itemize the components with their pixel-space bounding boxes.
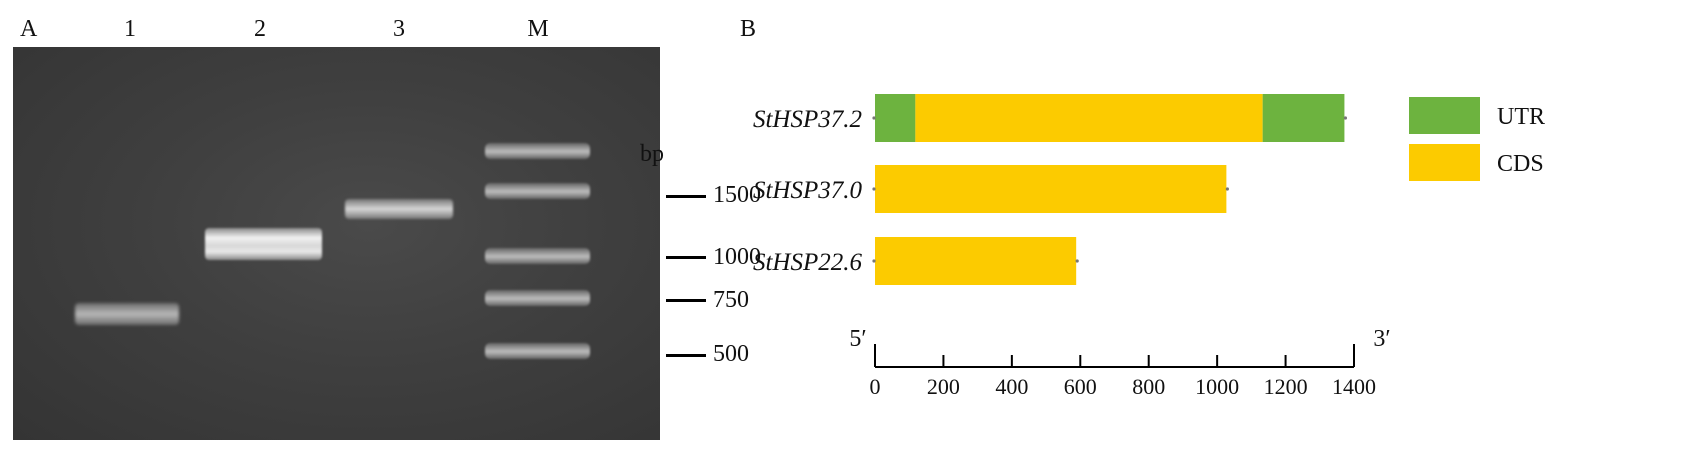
marker-band-1000 [485, 248, 590, 264]
marker-band-top [485, 143, 590, 159]
row-end-dot [1075, 259, 1079, 263]
marker-size-1000: 1000 [713, 244, 761, 270]
three-prime-label: 3′ [1373, 326, 1390, 352]
row-end-dot [1343, 116, 1348, 120]
marker-tick-750 [666, 299, 706, 302]
five-prime-label: 5′ [849, 326, 866, 352]
marker-band-1500 [485, 183, 590, 199]
lane-label-2: 2 [254, 16, 266, 42]
band-lane-2 [205, 228, 322, 260]
legend-swatch-utr [1409, 97, 1480, 134]
legend-label-cds: CDS [1497, 151, 1544, 177]
x-tick-label-400: 400 [995, 374, 1028, 399]
gene-label-sthsp37-0: StHSP37.0 [753, 177, 863, 204]
segment-cds-1-2 [915, 94, 1263, 142]
band-lane-3 [345, 199, 453, 219]
band-lane-1 [75, 303, 179, 325]
marker-tick-1000 [666, 256, 706, 259]
marker-band-500 [485, 343, 590, 359]
bp-unit-label: bp [640, 141, 664, 167]
segment-cds-2-1 [875, 165, 1227, 213]
x-tick-label-200: 200 [927, 374, 960, 399]
marker-band-750 [485, 290, 590, 306]
gene-label-sthsp22-6: StHSP22.6 [753, 249, 863, 276]
segment-utr-1-3 [1262, 94, 1345, 142]
legend-label-utr: UTR [1497, 104, 1545, 130]
gene-label-sthsp37-2: StHSP37.2 [753, 106, 862, 133]
row-start-dot [872, 259, 876, 263]
legend-swatch-cds [1409, 144, 1480, 181]
marker-tick-1500 [666, 195, 706, 198]
x-tick-label-1200: 1200 [1264, 374, 1308, 399]
segment-cds-3-1 [875, 237, 1077, 285]
x-tick-label-800: 800 [1132, 374, 1165, 399]
lane-label-1: 1 [124, 16, 136, 42]
lane-label-3: 3 [393, 16, 405, 42]
panel-a-label: A [20, 16, 38, 42]
row-end-dot [1225, 187, 1229, 191]
x-tick-label-0: 0 [870, 374, 881, 399]
row-start-dot [872, 187, 876, 191]
x-tick-label-1000: 1000 [1195, 374, 1239, 399]
x-tick-label-600: 600 [1064, 374, 1097, 399]
x-tick-label-1400: 1400 [1332, 374, 1376, 399]
row-start-dot [872, 116, 876, 120]
panel-b-label: B [740, 16, 757, 42]
marker-size-1500: 1500 [713, 182, 761, 208]
marker-size-750: 750 [713, 287, 749, 313]
marker-size-500: 500 [713, 341, 749, 367]
segment-utr-1-1 [875, 94, 916, 142]
lane-label-marker: M [527, 16, 549, 42]
gel-image [13, 47, 660, 440]
marker-tick-500 [666, 354, 706, 357]
